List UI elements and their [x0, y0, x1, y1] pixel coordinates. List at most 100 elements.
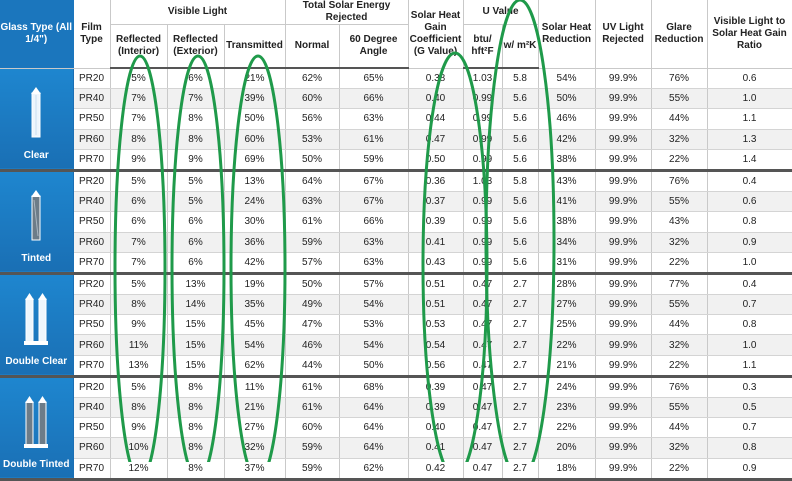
vl-shg-ratio-cell: 0.9	[707, 458, 792, 481]
solar-heat-reduction-cell: 54%	[538, 68, 596, 90]
reflected-exterior-cell: 15%	[167, 314, 225, 336]
shgc-cell: 0.41	[408, 437, 464, 459]
u-btu-cell: 1.03	[463, 170, 503, 193]
glare-reduction-cell: 22%	[651, 252, 708, 275]
shgc-cell: 0.38	[408, 68, 464, 90]
reflected-exterior-cell: 8%	[167, 376, 225, 399]
shgc-cell: 0.39	[408, 397, 464, 419]
tser-60-cell: 50%	[339, 355, 409, 378]
shgc-cell: 0.37	[408, 191, 464, 213]
reflected-interior-cell: 9%	[110, 417, 168, 439]
reflected-exterior-cell: 6%	[167, 211, 225, 233]
vl-shg-ratio-cell: 1.1	[707, 108, 792, 130]
u-btu-cell: 1.03	[463, 68, 503, 90]
transmitted-cell: 69%	[224, 149, 286, 172]
tser-60-cell: 59%	[339, 149, 409, 172]
reflected-interior-cell: 13%	[110, 355, 168, 378]
reflected-exterior-cell: 8%	[167, 129, 225, 150]
glare-reduction-cell: 32%	[651, 437, 708, 459]
reflected-interior-cell: 5%	[110, 376, 168, 399]
reflected-interior-cell: 10%	[110, 437, 168, 459]
table-row: PR60 11% 15% 54% 46% 54% 0.54 0.47 2.7 22% 99.9% 32…	[0, 334, 792, 356]
uv-rejected-cell: 99.9%	[595, 88, 652, 110]
tser-60-cell: 66%	[339, 88, 409, 110]
transmitted-cell: 21%	[224, 397, 286, 419]
glass-type-cell: Tinted	[0, 170, 74, 275]
transmitted-cell: 11%	[224, 376, 286, 399]
film-type-cell: PR60	[73, 129, 111, 150]
uv-rejected-cell: 99.9%	[595, 273, 652, 296]
glare-reduction-cell: 44%	[651, 417, 708, 439]
u-w-cell: 2.7	[502, 294, 539, 316]
vl-shg-ratio-cell: 0.3	[707, 376, 792, 399]
tser-normal-cell: 47%	[285, 314, 340, 336]
tser-60-cell: 62%	[339, 458, 409, 481]
table-row: PR50 9% 8% 27% 60% 64% 0.40 0.47 2.7 22% 99.9% 44% 0…	[0, 417, 792, 439]
u-w-cell: 5.6	[502, 211, 539, 233]
reflected-exterior-cell: 8%	[167, 437, 225, 459]
table-row: PR40 6% 5% 24% 63% 67% 0.37 0.99 5.6 41% 99.9% 55% 0…	[0, 191, 792, 213]
tser-normal-cell: 59%	[285, 232, 340, 253]
u-w-cell: 2.7	[502, 376, 539, 399]
reflected-interior-cell: 7%	[110, 252, 168, 275]
table-row: PR60 8% 8% 60% 53% 61% 0.47 0.99 5.6 42% 99.9% 32% 1…	[0, 129, 792, 150]
transmitted-cell: 36%	[224, 232, 286, 253]
double-clear-pane-icon	[23, 292, 49, 354]
solar-heat-reduction-cell: 38%	[538, 149, 596, 172]
uv-rejected-cell: 99.9%	[595, 314, 652, 336]
reflected-exterior-cell: 14%	[167, 294, 225, 316]
film-type-cell: PR50	[73, 314, 111, 336]
film-type-cell: PR20	[73, 376, 111, 399]
transmitted-cell: 21%	[224, 68, 286, 90]
solar-heat-reduction-cell: 31%	[538, 252, 596, 275]
uv-rejected-cell: 99.9%	[595, 211, 652, 233]
reflected-exterior-cell: 15%	[167, 355, 225, 378]
u-w-cell: 2.7	[502, 417, 539, 439]
table-row: PR70 9% 9% 69% 50% 59% 0.50 0.99 5.6 38% 99.9% 22% 1…	[0, 149, 792, 172]
solar-heat-reduction-cell: 46%	[538, 108, 596, 130]
reflected-exterior-cell: 6%	[167, 252, 225, 275]
u-btu-cell: 0.99	[463, 88, 503, 110]
solar-heat-reduction-cell: 21%	[538, 355, 596, 378]
tser-normal-cell: 56%	[285, 108, 340, 130]
glare-reduction-cell: 32%	[651, 334, 708, 356]
single-clear-pane-icon	[28, 86, 44, 148]
reflected-interior-cell: 12%	[110, 458, 168, 481]
glare-reduction-header: Glare Reduction	[651, 0, 708, 69]
glare-reduction-cell: 76%	[651, 376, 708, 399]
u-value-w-header: w/ m²K	[502, 24, 539, 69]
u-w-cell: 2.7	[502, 314, 539, 336]
transmitted-cell: 42%	[224, 252, 286, 275]
tser-normal-cell: 57%	[285, 252, 340, 275]
table-row: PR70 12% 8% 37% 59% 62% 0.42 0.47 2.7 18% 99.9% 22%…	[0, 458, 792, 481]
u-btu-cell: 0.99	[463, 252, 503, 275]
vl-shg-ratio-header: Visible Light to Solar Heat Gain Ratio	[707, 0, 792, 69]
shgc-cell: 0.44	[408, 108, 464, 130]
solar-heat-reduction-cell: 22%	[538, 334, 596, 356]
shgc-cell: 0.39	[408, 376, 464, 399]
vl-shg-ratio-cell: 0.6	[707, 191, 792, 213]
glare-reduction-cell: 77%	[651, 273, 708, 296]
glare-reduction-cell: 43%	[651, 211, 708, 233]
reflected-exterior-cell: 9%	[167, 149, 225, 172]
tser-60-cell: 54%	[339, 334, 409, 356]
solar-heat-reduction-cell: 28%	[538, 273, 596, 296]
uv-rejected-cell: 99.9%	[595, 294, 652, 316]
solar-heat-reduction-cell: 43%	[538, 170, 596, 193]
tser-60-cell: 67%	[339, 170, 409, 193]
vl-shg-ratio-cell: 0.4	[707, 170, 792, 193]
u-w-cell: 2.7	[502, 334, 539, 356]
film-type-cell: PR40	[73, 88, 111, 110]
reflected-interior-cell: 5%	[110, 68, 168, 90]
u-w-cell: 5.6	[502, 88, 539, 110]
glass-type-header: Glass Type (All 1/4")	[0, 0, 74, 69]
solar-heat-reduction-cell: 34%	[538, 232, 596, 253]
uv-rejected-cell: 99.9%	[595, 68, 652, 90]
shgc-cell: 0.36	[408, 170, 464, 193]
tser-60-cell: 61%	[339, 129, 409, 150]
film-type-cell: PR40	[73, 397, 111, 419]
glass-type-label: Double Clear	[5, 355, 68, 367]
solar-heat-reduction-cell: 23%	[538, 397, 596, 419]
uv-rejected-cell: 99.9%	[595, 376, 652, 399]
table-row: PR70 7% 6% 42% 57% 63% 0.43 0.99 5.6 31% 99.9% 22% 1…	[0, 252, 792, 275]
